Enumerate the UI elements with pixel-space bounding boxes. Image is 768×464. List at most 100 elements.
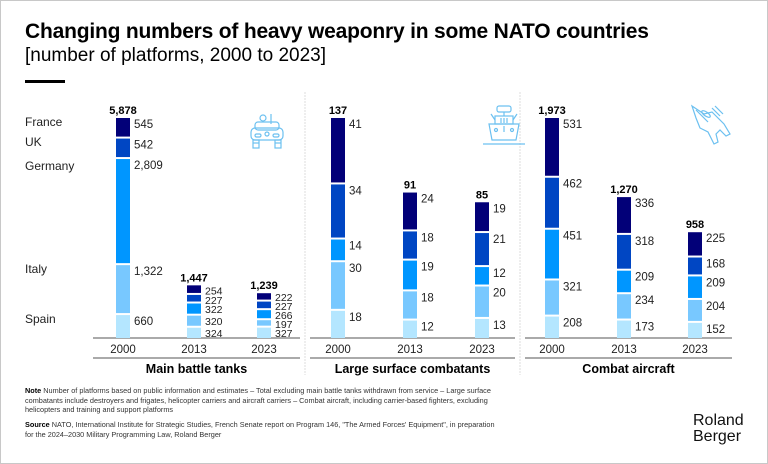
x-tick-label: 2013 [181, 344, 207, 356]
bar-segment-germany [257, 310, 271, 319]
bar-segment-germany [617, 270, 631, 293]
bar-segment-spain [403, 320, 417, 338]
total-label: 5,878 [109, 105, 137, 117]
data-label-france: 336 [635, 198, 654, 210]
x-tick-label: 2013 [397, 344, 423, 356]
data-label-germany: 2,809 [134, 160, 163, 172]
data-label-germany: 266 [275, 310, 293, 322]
data-label-italy: 204 [706, 301, 726, 313]
data-label-italy: 18 [421, 292, 434, 304]
data-label-germany: 14 [349, 241, 362, 253]
data-label-uk: 168 [706, 259, 725, 271]
data-label-france: 531 [563, 119, 582, 131]
bar-segment-spain [116, 315, 130, 338]
bar-segment-germany [688, 276, 702, 298]
bar-segment-italy [116, 265, 130, 314]
data-label-spain: 208 [563, 318, 582, 330]
bar-segment-france [187, 285, 201, 293]
bar-segment-italy [331, 262, 345, 309]
bar-segment-spain [545, 316, 559, 338]
total-label: 137 [329, 105, 347, 117]
bar-segment-france [545, 118, 559, 176]
data-label-spain: 13 [493, 320, 506, 332]
total-label: 1,973 [538, 105, 566, 117]
bar-segment-italy [403, 291, 417, 319]
bar-segment-italy [617, 294, 631, 319]
note-text: Number of platforms based on public info… [25, 386, 491, 414]
data-label-france: 19 [493, 203, 506, 215]
data-label-uk: 462 [563, 179, 582, 191]
data-label-spain: 324 [205, 328, 223, 340]
x-tick-label: 2023 [469, 344, 495, 356]
bar-segment-uk [688, 257, 702, 275]
bar-segment-germany [545, 229, 559, 279]
bar-segment-italy [688, 299, 702, 321]
bar-segment-uk [617, 234, 631, 269]
data-label-spain: 327 [275, 328, 293, 340]
source-label: Source [25, 420, 50, 429]
bar-segment-france [257, 293, 271, 300]
data-label-uk: 227 [205, 295, 223, 307]
data-label-france: 24 [421, 194, 434, 206]
data-label-germany: 322 [205, 304, 223, 316]
x-tick-label: 2023 [682, 344, 708, 356]
bar-segment-germany [403, 260, 417, 290]
bar-segment-germany [331, 239, 345, 261]
chart-subtitle: [number of platforms, 2000 to 2023] [25, 45, 327, 66]
bar-segment-france [331, 118, 345, 183]
bar-segment-spain [187, 327, 201, 338]
data-label-italy: 321 [563, 281, 582, 293]
total-label: 1,447 [180, 272, 208, 284]
bar-segment-germany [475, 267, 489, 285]
bar-segment-france [617, 197, 631, 233]
data-label-uk: 227 [275, 301, 293, 313]
total-label: 958 [686, 219, 704, 231]
legend-label-uk: UK [25, 135, 42, 149]
data-label-germany: 209 [706, 277, 725, 289]
legend-label-spain: Spain [25, 312, 56, 326]
data-label-spain: 12 [421, 322, 434, 334]
fighter-jet-icon [690, 104, 731, 145]
data-label-italy: 20 [493, 288, 506, 300]
bar-segment-italy [475, 286, 489, 317]
bar-segment-spain [257, 327, 271, 338]
bar-segment-uk [257, 301, 271, 309]
source-note: Source NATO, International Institute for… [25, 420, 505, 439]
data-label-spain: 18 [349, 312, 362, 324]
chart-title: Changing numbers of heavy weaponry in so… [25, 20, 649, 43]
data-label-uk: 318 [635, 236, 654, 248]
bar-segment-uk [116, 138, 130, 158]
data-label-germany: 19 [421, 262, 434, 274]
x-tick-label: 2000 [325, 344, 351, 356]
logo-line-2: Berger [693, 428, 742, 445]
source-text: NATO, International Institute for Strate… [25, 420, 495, 439]
data-label-uk: 542 [134, 140, 153, 152]
data-label-germany: 12 [493, 268, 506, 280]
bar-segment-uk [331, 184, 345, 238]
bar-segment-spain [617, 320, 631, 338]
legend-label-italy: Italy [25, 262, 47, 276]
ship-icon [483, 105, 525, 145]
panel-title-0: Main battle tanks [146, 362, 247, 376]
data-label-france: 545 [134, 119, 153, 131]
note-label: Note [25, 386, 42, 395]
bar-segment-uk [403, 231, 417, 259]
x-tick-label: 2000 [110, 344, 136, 356]
bar-segment-spain [475, 318, 489, 338]
data-label-germany: 209 [635, 272, 654, 284]
title-rule [25, 80, 65, 83]
x-tick-label: 2000 [539, 344, 565, 356]
bar-segment-germany [116, 159, 130, 264]
data-label-france: 254 [205, 286, 223, 298]
bar-segment-italy [187, 315, 201, 326]
legend-label-germany: Germany [25, 159, 74, 173]
data-label-italy: 234 [635, 295, 655, 307]
data-label-spain: 173 [635, 322, 654, 334]
bar-segment-uk [545, 177, 559, 228]
data-label-france: 225 [706, 233, 725, 245]
data-label-spain: 152 [706, 324, 725, 336]
data-label-uk: 21 [493, 234, 506, 246]
x-tick-label: 2013 [611, 344, 637, 356]
data-label-uk: 34 [349, 185, 362, 197]
bar-segment-france [688, 232, 702, 256]
